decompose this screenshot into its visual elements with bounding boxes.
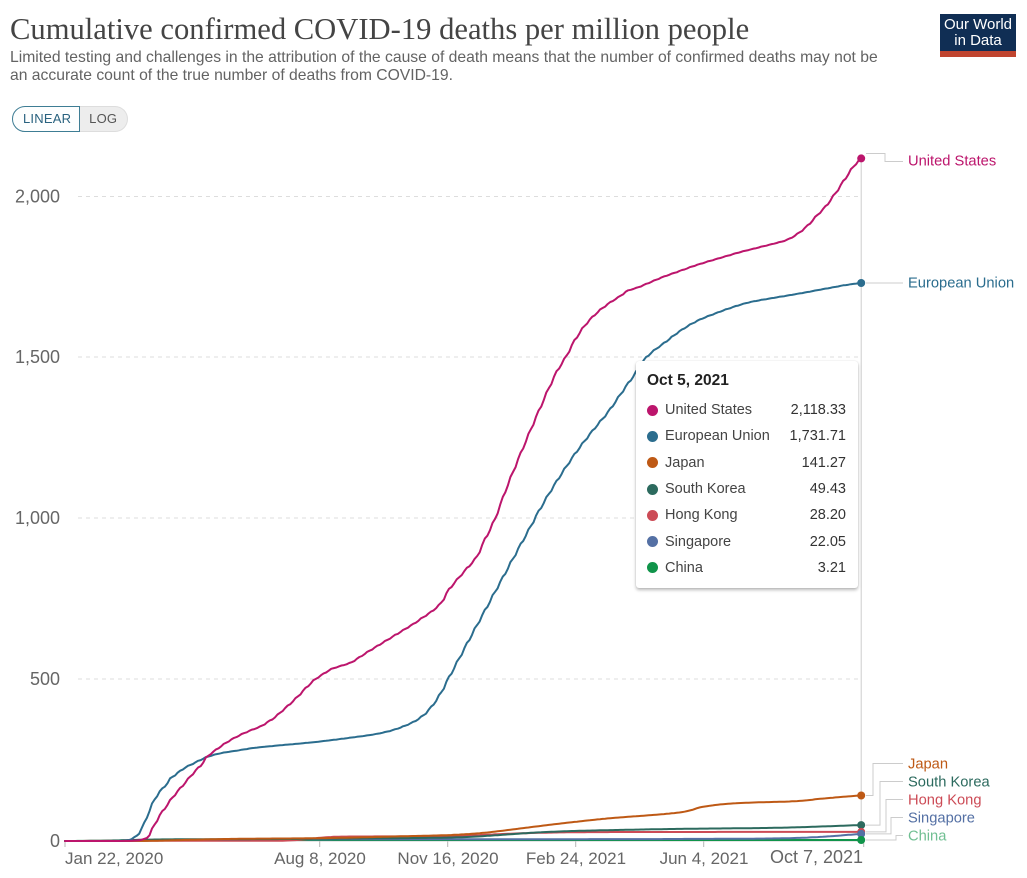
svg-text:China: China <box>908 829 947 845</box>
svg-text:Nov 16, 2020: Nov 16, 2020 <box>397 849 498 868</box>
svg-text:United States: United States <box>908 154 996 170</box>
svg-text:1,000: 1,000 <box>15 508 60 528</box>
svg-text:0: 0 <box>50 831 60 851</box>
svg-text:Japan: Japan <box>908 757 948 773</box>
svg-text:Aug 8, 2020: Aug 8, 2020 <box>274 849 366 868</box>
svg-text:Oct 7, 2021: Oct 7, 2021 <box>770 847 863 867</box>
svg-text:Hong Kong: Hong Kong <box>908 793 982 809</box>
svg-text:2,000: 2,000 <box>15 187 60 207</box>
svg-text:Jan 22, 2020: Jan 22, 2020 <box>65 849 163 868</box>
svg-text:Feb 24, 2021: Feb 24, 2021 <box>526 849 626 868</box>
svg-text:Singapore: Singapore <box>908 811 975 827</box>
svg-text:1,500: 1,500 <box>15 347 60 367</box>
svg-text:500: 500 <box>30 669 60 689</box>
svg-text:European Union: European Union <box>908 276 1014 292</box>
svg-text:Jun 4, 2021: Jun 4, 2021 <box>660 849 749 868</box>
svg-text:South Korea: South Korea <box>908 775 990 791</box>
